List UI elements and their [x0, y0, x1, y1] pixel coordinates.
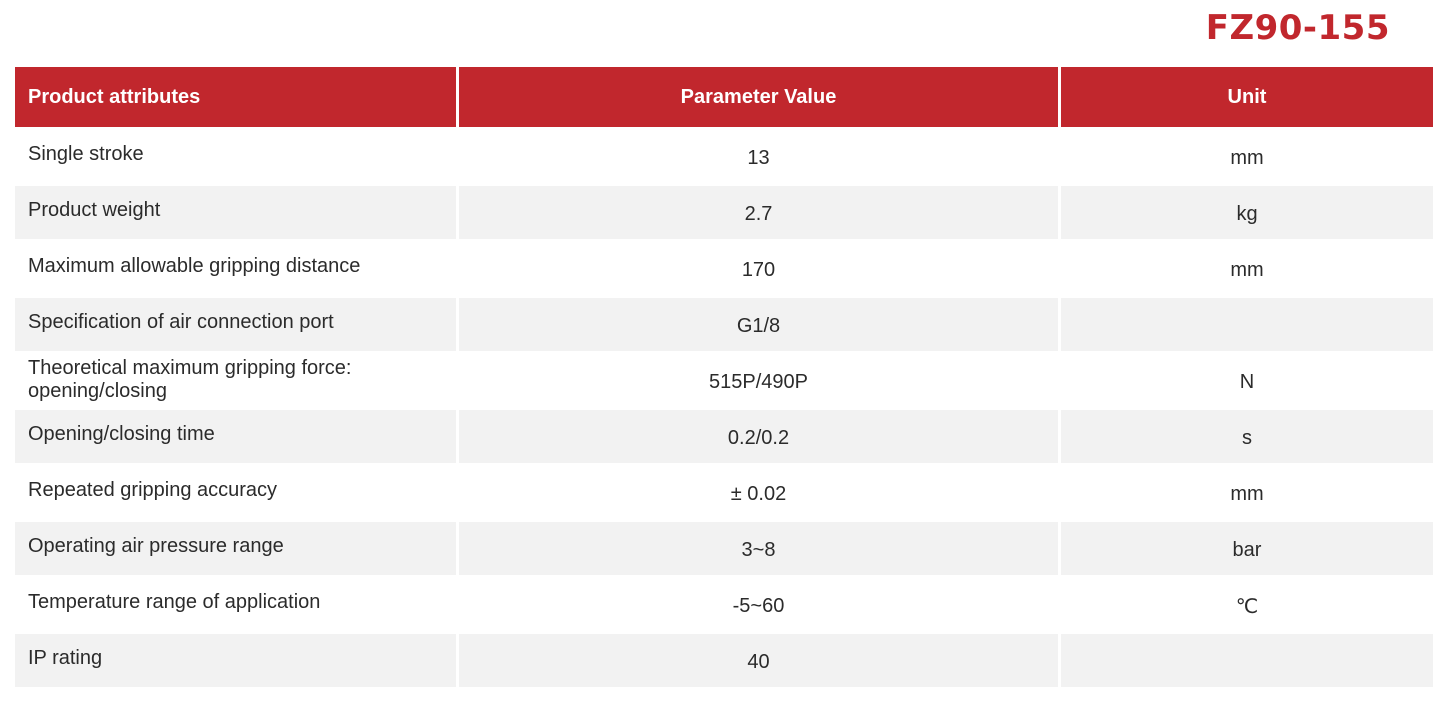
- row-attribute: Repeated gripping accuracy: [28, 479, 278, 501]
- row-unit: kg: [1061, 186, 1433, 239]
- header-unit: Unit: [1061, 67, 1433, 127]
- row-value: 3~8: [459, 522, 1058, 575]
- table-row: Repeated gripping accuracy ± 0.02 mm: [15, 466, 1433, 519]
- row-value: G1/8: [459, 298, 1058, 351]
- row-unit: mm: [1230, 483, 1264, 505]
- table-row: Temperature range of application -5~60 ℃: [15, 578, 1433, 631]
- row-value: ± 0.02: [730, 483, 787, 505]
- table-row: Maximum allowable gripping distance 170 …: [15, 242, 1433, 295]
- row-attribute: Operating air pressure range: [15, 522, 456, 575]
- row-attribute: Product weight: [15, 186, 456, 239]
- row-unit: ℃: [1235, 596, 1259, 618]
- table-row: Single stroke 13 mm: [15, 130, 1433, 183]
- table-row: Specification of air connection port G1/…: [15, 298, 1433, 351]
- row-unit: mm: [1230, 259, 1264, 281]
- row-value: 170: [741, 259, 776, 281]
- row-value: 40: [459, 634, 1058, 687]
- row-attribute: Temperature range of application: [28, 591, 321, 613]
- row-value: 0.2/0.2: [459, 410, 1058, 463]
- row-unit: bar: [1061, 522, 1433, 575]
- header-value: Parameter Value: [459, 67, 1058, 127]
- row-unit: mm: [1230, 147, 1264, 169]
- row-attribute: IP rating: [15, 634, 456, 687]
- spec-table: Product attributes Parameter Value Unit …: [15, 67, 1433, 687]
- table-row: Opening/closing time 0.2/0.2 s: [15, 410, 1433, 463]
- row-attribute: Single stroke: [28, 143, 144, 165]
- row-unit: [1061, 298, 1433, 351]
- row-value: 515P/490P: [709, 371, 808, 393]
- row-attribute: Maximum allowable gripping distance: [28, 255, 361, 277]
- row-attribute: Opening/closing time: [15, 410, 456, 463]
- row-attribute: Specification of air connection port: [15, 298, 456, 351]
- table-row: Operating air pressure range 3~8 bar: [15, 522, 1433, 575]
- row-unit: [1061, 634, 1433, 687]
- row-unit: s: [1061, 410, 1433, 463]
- table-row: IP rating 40: [15, 634, 1433, 687]
- table-row: Theoretical maximum gripping force: open…: [15, 354, 1433, 407]
- table-header: Product attributes Parameter Value Unit: [15, 67, 1433, 127]
- table-row: Product weight 2.7 kg: [15, 186, 1433, 239]
- header-attribute: Product attributes: [15, 67, 456, 127]
- row-value: -5~60: [732, 595, 785, 617]
- model-title: FZ90-155: [1205, 8, 1390, 48]
- row-value: 2.7: [459, 186, 1058, 239]
- row-attribute: Theoretical maximum gripping force: open…: [28, 357, 352, 402]
- row-unit: N: [1239, 371, 1255, 393]
- row-value: 13: [747, 147, 770, 169]
